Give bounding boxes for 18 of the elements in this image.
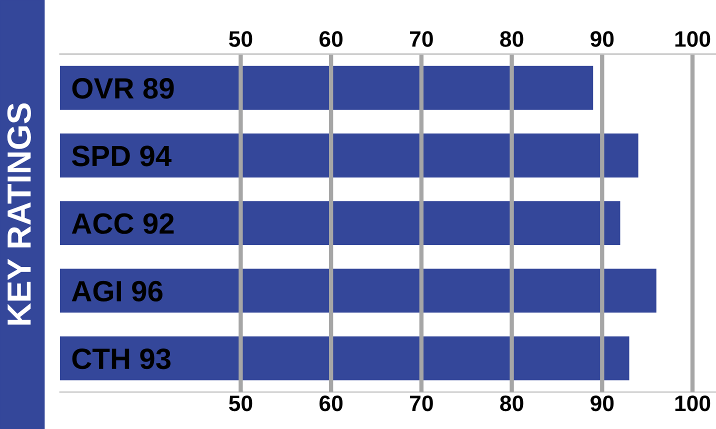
x2-tick-label: 90 [590, 31, 614, 47]
y-tick-label: OVR 89 [72, 78, 174, 99]
y-tick-label: AGI 96 [72, 280, 162, 302]
x2-tick-label: 50 [229, 31, 252, 47]
x-tick-label: 50 [229, 395, 252, 412]
x-tick-label: 100 [675, 395, 710, 412]
x2-tick-label: 60 [320, 31, 343, 47]
x-tick-label: 80 [500, 395, 524, 412]
text: KEY RATINGS [7, 103, 31, 325]
x2-tick-label: 70 [410, 31, 433, 47]
y-tick-label: SPD 94 [72, 146, 172, 166]
x-tick-label: 70 [410, 395, 433, 412]
x-tick-label: 60 [320, 395, 343, 412]
x-tick-label: 90 [590, 395, 614, 412]
y-tick-label: CTH 93 [72, 348, 171, 370]
x2-tick-label: 100 [675, 31, 710, 47]
x2-tick-label: 80 [500, 31, 524, 47]
y-tick-label: ACC 92 [72, 213, 174, 234]
